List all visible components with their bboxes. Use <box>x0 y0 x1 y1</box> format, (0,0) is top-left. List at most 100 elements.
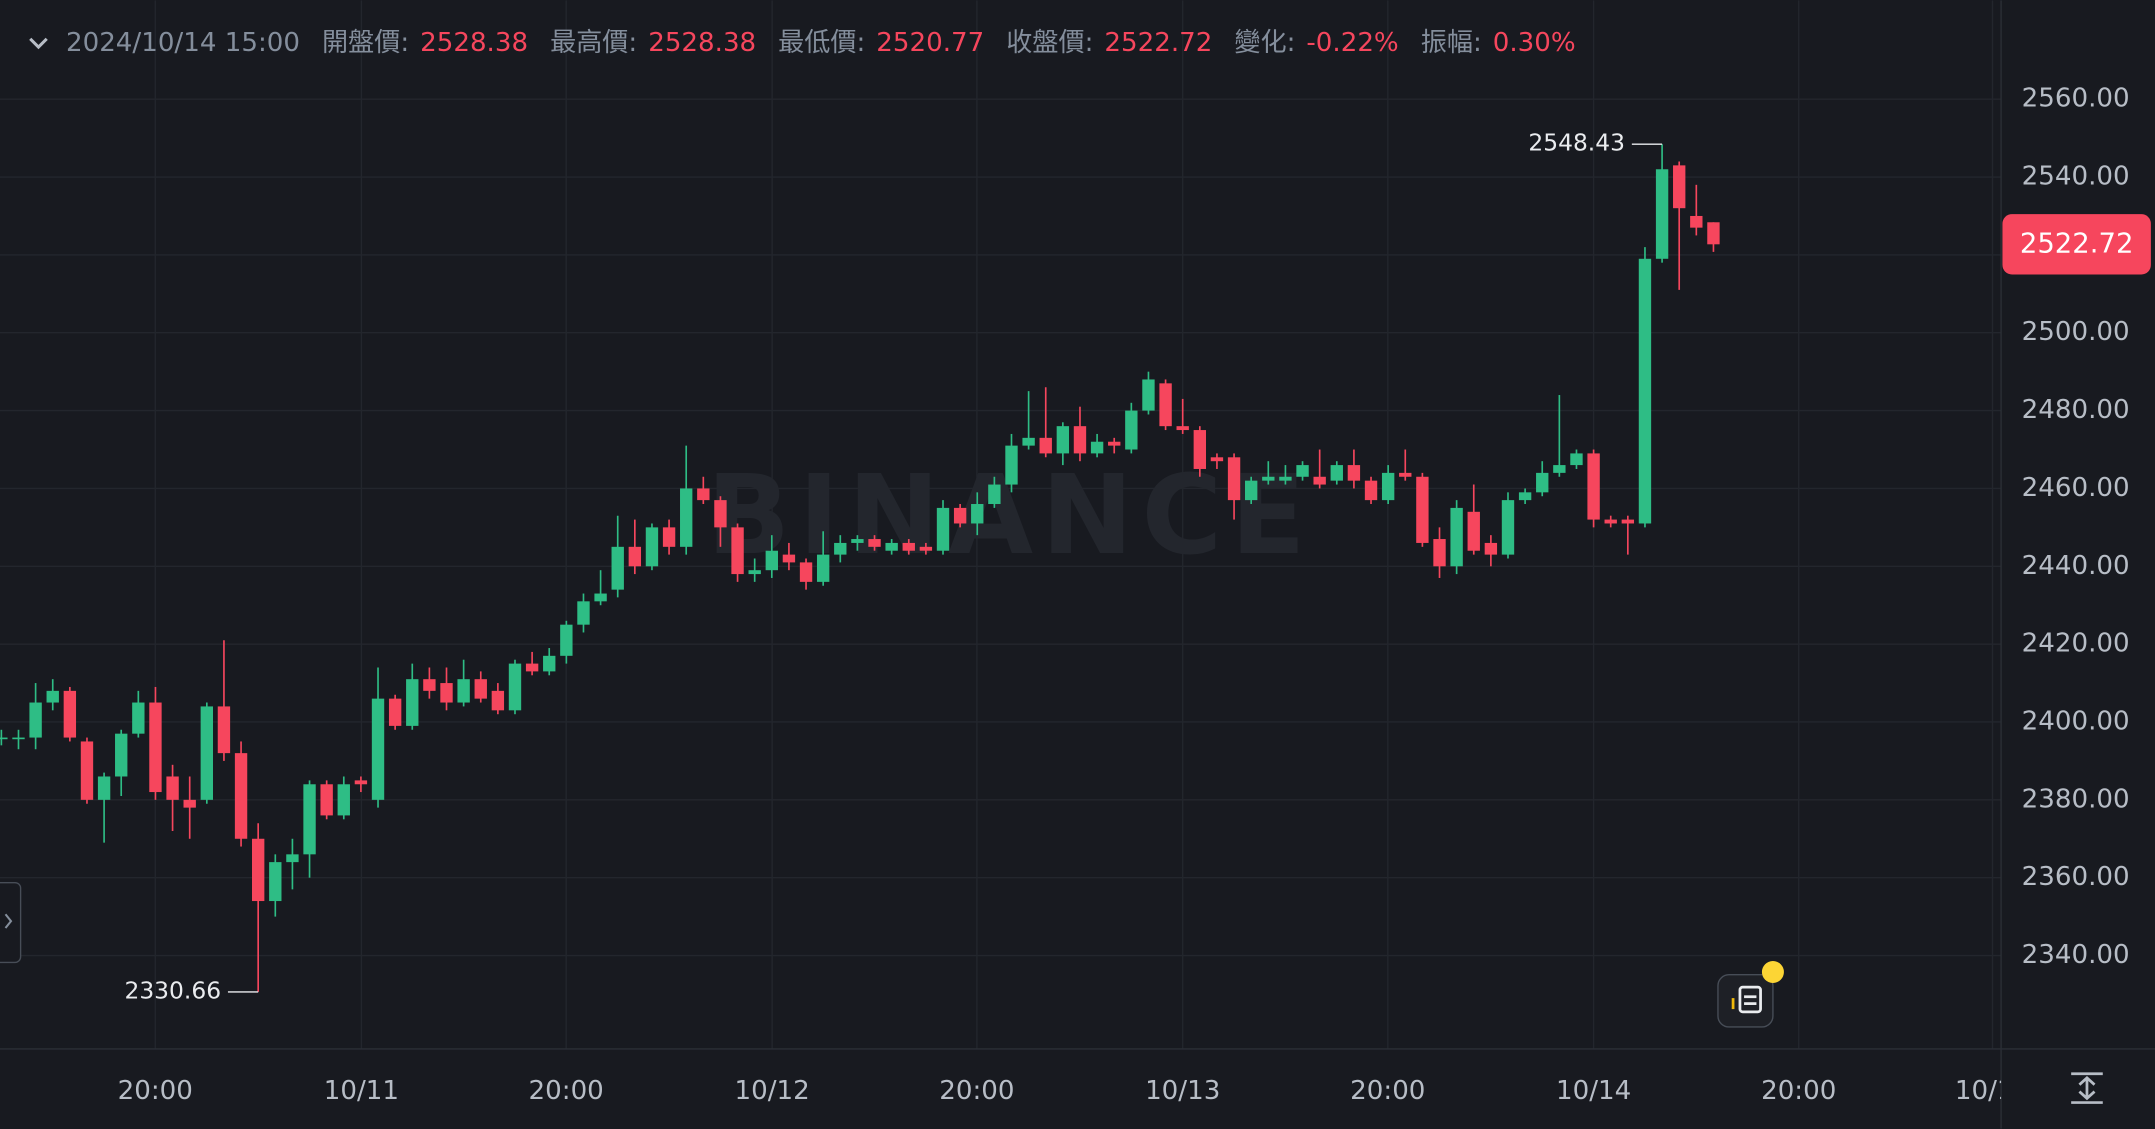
candle-body <box>1501 500 1515 555</box>
candle-body <box>1416 476 1429 543</box>
candle-body <box>714 500 727 528</box>
candle-body <box>560 624 573 656</box>
candle-body <box>1553 465 1566 473</box>
x-tick-label: 10/13 <box>1145 1076 1220 1106</box>
candle-body <box>63 690 77 738</box>
candle-body <box>286 854 299 863</box>
candle-body <box>1655 169 1669 259</box>
candle-body <box>611 546 624 590</box>
candle-body <box>594 593 607 602</box>
candle-body <box>680 488 693 547</box>
candle-body <box>0 737 8 740</box>
last-price-tag <box>2002 214 2151 275</box>
candles <box>0 144 1720 992</box>
candle-body <box>1364 480 1378 501</box>
header-field-name: 收盤價: <box>1006 27 1093 57</box>
candle-body <box>1159 383 1172 427</box>
candle-body <box>543 655 556 672</box>
candle-body <box>731 527 744 575</box>
candle-body <box>1039 437 1052 454</box>
candle-body <box>474 679 487 699</box>
x-tick-label: 20:00 <box>1350 1076 1425 1106</box>
header: 2024/10/14 15:00 開盤價: 2528.38 最高價: 2528.38 最低… <box>66 27 1576 57</box>
candle-body <box>115 733 128 777</box>
candle-body <box>885 542 898 551</box>
candle-body <box>183 799 196 808</box>
candle-body <box>508 663 522 711</box>
header-field-value: 0.30% <box>1493 27 1576 57</box>
x-tick-label: 10/14 <box>1556 1076 1631 1106</box>
candle-body <box>1433 539 1446 567</box>
candle-body <box>337 784 350 816</box>
candle-body <box>816 554 830 582</box>
candle-body <box>1621 519 1635 524</box>
annotations: 2548.43 2330.66 <box>124 129 1663 1004</box>
header-field-value: 2528.38 <box>648 27 756 57</box>
candle-body <box>1450 507 1463 567</box>
header-field-name: 最高價: <box>550 27 637 57</box>
candle-body <box>1467 511 1480 551</box>
candle-body <box>1347 465 1361 481</box>
header-field-name: 最低價: <box>778 27 865 57</box>
low-marker-label: 2330.66 <box>124 976 221 1004</box>
candle-body <box>371 698 385 800</box>
y-tick-label: 2480.00 <box>2022 395 2130 425</box>
candle-body <box>1210 457 1224 462</box>
x-tick-label: 20:00 <box>1761 1076 1836 1106</box>
candle-body <box>491 690 505 711</box>
candle-body <box>1638 258 1652 524</box>
y-tick-label: 2380.00 <box>2022 784 2130 814</box>
candle-body <box>662 527 676 547</box>
candle-body <box>406 679 419 726</box>
candle-body <box>525 663 539 672</box>
x-tick-label: 20:00 <box>118 1076 193 1106</box>
candle-body <box>29 702 42 738</box>
y-tick-label: 2400.00 <box>2022 706 2130 736</box>
y-tick-label: 2460.00 <box>2022 473 2130 503</box>
candle-body <box>782 554 796 563</box>
candle-body <box>1673 165 1686 209</box>
candle-body <box>971 504 984 524</box>
event-icon[interactable] <box>1717 961 1784 1028</box>
candle-body <box>320 784 333 816</box>
candle-body <box>217 706 231 754</box>
candle-body <box>354 780 368 785</box>
candle-body <box>1604 519 1617 524</box>
candle-body <box>12 737 25 740</box>
candle-body <box>1108 441 1121 446</box>
candle-body <box>1690 215 1703 228</box>
header-field-name: 振幅: <box>1421 27 1482 57</box>
candle-body <box>868 539 881 547</box>
candle-body <box>166 776 179 800</box>
header-field-name: 變化: <box>1234 27 1295 57</box>
collapse-chevron[interactable] <box>29 37 48 50</box>
candle-body <box>834 542 847 555</box>
x-axis: 20:00 10/11 20:00 10/12 20:00 10/13 20:00 10/14… <box>118 1076 2001 1106</box>
candle-body <box>1193 430 1207 469</box>
auto-scale-button[interactable] <box>2071 1072 2103 1104</box>
candle-body <box>200 706 214 800</box>
candle-body <box>1090 441 1104 454</box>
candle-body <box>748 570 761 575</box>
candle-body <box>1022 437 1035 446</box>
candle-body <box>628 546 642 567</box>
candle-body <box>149 702 162 793</box>
candle-body <box>851 539 864 543</box>
candle-body <box>303 784 316 855</box>
header-field-value: 2520.77 <box>876 27 984 57</box>
candle-body <box>1330 465 1343 481</box>
y-tick-label: 2500.00 <box>2022 317 2130 347</box>
x-tick-label: 10/12 <box>735 1076 810 1106</box>
header-field-value: 2522.72 <box>1104 27 1212 57</box>
candle-body <box>1518 492 1532 501</box>
y-tick-label: 2540.00 <box>2022 162 2130 192</box>
candle-body <box>1125 410 1138 450</box>
toggle-arrow <box>4 913 13 929</box>
header-field-value: 2528.38 <box>420 27 528 57</box>
candle-body <box>645 527 659 567</box>
y-tick-label: 2420.00 <box>2022 629 2130 659</box>
candle-body <box>1570 453 1583 466</box>
last-price-label: 2522.72 <box>2020 227 2134 259</box>
header-field-value: -0.22% <box>1306 27 1398 57</box>
